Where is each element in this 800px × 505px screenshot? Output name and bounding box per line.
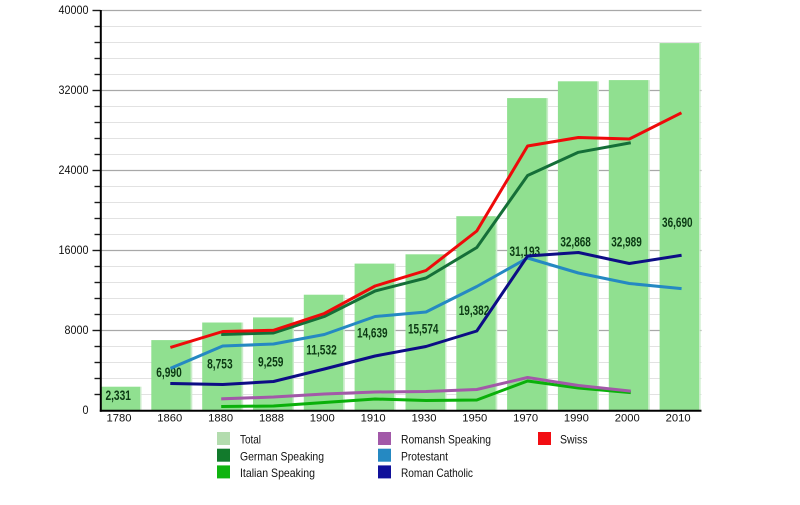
svg-text:14,639: 14,639	[357, 325, 388, 340]
svg-text:Romansh Speaking: Romansh Speaking	[401, 433, 491, 447]
svg-text:1880: 1880	[208, 412, 233, 424]
svg-text:1930: 1930	[412, 412, 437, 424]
svg-text:2000: 2000	[615, 412, 640, 424]
svg-text:Protestant: Protestant	[401, 449, 449, 463]
svg-text:Roman Catholic: Roman Catholic	[401, 466, 473, 480]
svg-text:40000: 40000	[59, 5, 89, 17]
svg-text:Swiss: Swiss	[560, 433, 588, 447]
svg-text:24000: 24000	[59, 165, 89, 177]
svg-text:15,574: 15,574	[408, 321, 439, 336]
svg-text:32,989: 32,989	[611, 234, 642, 249]
svg-text:6,990: 6,990	[156, 365, 182, 380]
svg-text:8,753: 8,753	[207, 356, 233, 371]
svg-text:1860: 1860	[157, 412, 182, 424]
svg-text:11,532: 11,532	[306, 342, 337, 357]
svg-text:16000: 16000	[59, 245, 89, 257]
svg-text:32,868: 32,868	[560, 234, 591, 249]
svg-text:1780: 1780	[107, 412, 132, 424]
svg-text:9,259: 9,259	[258, 354, 284, 369]
svg-text:2010: 2010	[666, 412, 691, 424]
svg-text:Italian Speaking: Italian Speaking	[240, 466, 315, 480]
svg-text:German Speaking: German Speaking	[240, 449, 324, 463]
svg-text:1950: 1950	[462, 412, 487, 424]
svg-text:2,331: 2,331	[105, 388, 131, 403]
svg-text:32000: 32000	[59, 85, 89, 97]
svg-text:0: 0	[83, 405, 89, 417]
svg-text:36,690: 36,690	[662, 215, 693, 230]
svg-text:1900: 1900	[310, 412, 335, 424]
svg-text:8000: 8000	[65, 325, 89, 337]
svg-text:1888: 1888	[259, 412, 284, 424]
svg-text:1910: 1910	[361, 412, 386, 424]
svg-text:1990: 1990	[564, 412, 589, 424]
svg-text:Total: Total	[240, 433, 261, 447]
svg-text:19,382: 19,382	[459, 303, 490, 318]
svg-text:1970: 1970	[513, 412, 538, 424]
